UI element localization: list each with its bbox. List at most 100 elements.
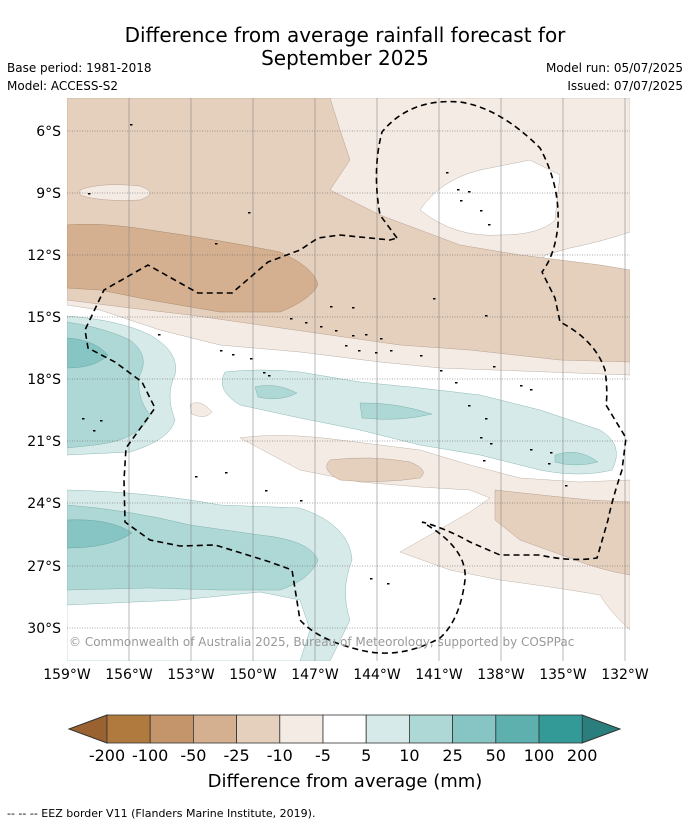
island-marker	[490, 443, 493, 445]
colorbar-swatch	[322, 714, 367, 744]
colorbar-tick-label: 100	[524, 746, 555, 765]
island-marker	[420, 355, 423, 357]
lon-label-144w: 144°W	[353, 667, 401, 683]
lon-label-147w: 147°W	[291, 667, 339, 683]
colorbar-low-arrow	[67, 714, 108, 744]
copyright-text: © Commonwealth of Australia 2025, Bureau…	[69, 635, 574, 649]
lat-label-12s: 12°S	[27, 248, 61, 264]
island-marker	[530, 389, 533, 391]
lon-label-132w: 132°W	[601, 667, 649, 683]
colorbar-label: Difference from average (mm)	[207, 771, 483, 792]
island-marker	[468, 405, 471, 407]
lon-labels: 159°W 156°W 153°W 150°W 147°W 144°W 141°…	[43, 667, 649, 683]
island-marker	[455, 382, 458, 384]
lat-label-21s: 21°S	[27, 434, 61, 450]
lat-label-24s: 24°S	[27, 496, 61, 512]
colorbar-swatch	[149, 714, 194, 744]
island-marker	[433, 298, 436, 300]
island-marker	[548, 463, 551, 465]
island-marker	[550, 452, 553, 454]
lat-label-15s: 15°S	[27, 310, 61, 326]
dry-patch-white	[79, 184, 151, 201]
island-marker	[263, 372, 266, 374]
colorbar-tick-label: 5	[361, 746, 371, 765]
island-marker	[158, 334, 161, 336]
island-marker	[457, 189, 460, 191]
island-marker	[352, 335, 355, 337]
meta-right: Model run: 05/07/2025 Issued: 07/07/2025	[546, 59, 683, 95]
gridlines	[67, 98, 630, 661]
base-period: Base period: 1981-2018	[7, 61, 152, 75]
island-marker	[248, 212, 251, 214]
island-marker	[468, 191, 471, 193]
island-marker	[250, 358, 253, 360]
colorbar-tick-label: 50	[486, 746, 506, 765]
island-marker	[358, 350, 361, 352]
island-marker	[440, 370, 443, 372]
model-name: Model: ACCESS-S2	[7, 79, 119, 93]
colorbar-swatch	[452, 714, 497, 744]
issued-date: Issued: 07/07/2025	[567, 79, 683, 93]
island-marker	[352, 307, 355, 309]
meta-left: Base period: 1981-2018 Model: ACCESS-S2	[7, 59, 152, 95]
island-marker	[345, 345, 348, 347]
colorbar-tick-label: -200	[89, 746, 125, 765]
eez-border	[84, 100, 627, 654]
island-marker	[268, 375, 271, 377]
island-marker	[387, 583, 390, 585]
island-marker	[485, 315, 488, 317]
island-marker	[88, 193, 91, 195]
colorbar-tick-label: -10	[267, 746, 293, 765]
island-marker	[195, 476, 198, 478]
island-marker	[493, 366, 496, 368]
dry-region-dark	[67, 223, 319, 313]
colorbar-swatch	[279, 714, 324, 744]
lon-label-156w: 156°W	[105, 667, 153, 683]
colorbar-tick-label: 25	[442, 746, 462, 765]
colorbar-swatch	[495, 714, 540, 744]
island-marker	[220, 350, 223, 352]
island-marker	[520, 385, 523, 387]
lat-labels: 6°S 9°S 12°S 15°S 18°S 21°S 24°S 27°S 30…	[27, 124, 61, 637]
lon-label-141w: 141°W	[415, 667, 463, 683]
wet-region-south-dark	[67, 519, 133, 549]
island-marker	[565, 485, 568, 487]
island-marker	[485, 418, 488, 420]
colorbar-swatch	[106, 714, 151, 744]
island-marker	[290, 318, 293, 320]
island-marker	[130, 124, 133, 126]
dry-patch-mid-central	[326, 457, 424, 482]
dry-patch-small	[189, 402, 213, 417]
colorbar-swatches	[106, 714, 583, 744]
lat-label-6s: 6°S	[36, 124, 61, 140]
title-line-2: September 2025	[261, 46, 429, 70]
island-marker	[480, 437, 483, 439]
colorbar-tick-label: -5	[315, 746, 331, 765]
eez-legend-footer: -- -- -- EEZ border V11 (Flanders Marine…	[7, 807, 316, 820]
lon-label-159w: 159°W	[43, 667, 91, 683]
island-marker	[215, 243, 218, 245]
islands	[82, 124, 568, 585]
dry-region-light-north	[419, 159, 561, 236]
island-marker	[82, 418, 85, 420]
island-marker	[480, 210, 483, 212]
dry-band-central	[239, 435, 630, 631]
island-marker	[446, 172, 449, 174]
island-marker	[330, 306, 333, 308]
island-marker	[375, 352, 378, 354]
island-marker	[225, 472, 228, 474]
island-marker	[483, 460, 486, 462]
colorbar-swatch	[192, 714, 237, 744]
colorbar-swatch	[408, 714, 453, 744]
island-marker	[335, 330, 338, 332]
colorbar-swatch	[365, 714, 410, 744]
island-marker	[365, 334, 368, 336]
colorbar-tick-label: -25	[224, 746, 250, 765]
wet-band-central-light	[221, 369, 617, 475]
island-marker	[380, 338, 383, 340]
lat-label-30s: 30°S	[27, 621, 61, 637]
colorbar-tick-label: 10	[399, 746, 419, 765]
lon-label-153w: 153°W	[167, 667, 215, 683]
colorbar-tick-label: 200	[567, 746, 598, 765]
island-marker	[100, 420, 103, 422]
